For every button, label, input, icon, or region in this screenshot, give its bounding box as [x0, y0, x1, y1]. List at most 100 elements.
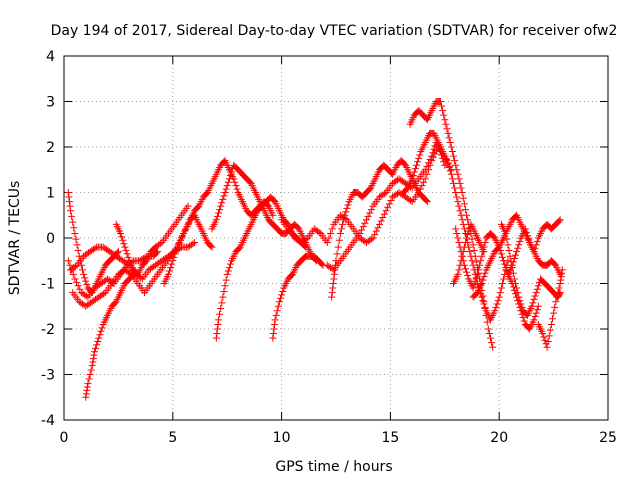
- data-point-marker: [455, 175, 463, 183]
- data-point-marker: [450, 179, 458, 187]
- series-t04: [82, 270, 138, 401]
- data-point-marker: [468, 257, 476, 265]
- data-point-marker: [343, 204, 351, 212]
- data-point-marker: [502, 229, 510, 237]
- data-point-marker: [532, 289, 540, 297]
- x-tick-label: 5: [168, 430, 177, 446]
- data-point-marker: [454, 270, 462, 278]
- data-point-marker: [82, 277, 90, 285]
- data-point-marker: [336, 229, 344, 237]
- data-point-marker: [71, 262, 79, 270]
- x-tick-label: 15: [381, 430, 399, 446]
- data-point-marker: [277, 294, 285, 302]
- data-point-marker: [358, 226, 366, 234]
- data-point-marker: [170, 253, 178, 261]
- data-point-marker: [519, 314, 527, 322]
- data-point-marker: [329, 280, 337, 287]
- data-point-marker: [120, 240, 128, 248]
- data-point-marker: [439, 107, 447, 115]
- data-point-marker: [473, 270, 481, 278]
- data-point-marker: [458, 252, 466, 260]
- data-point-marker: [362, 216, 370, 224]
- data-point-marker: [493, 300, 501, 308]
- data-point-marker: [423, 162, 431, 170]
- data-point-marker: [124, 253, 132, 261]
- data-point-marker: [444, 160, 452, 168]
- data-point-marker: [222, 185, 230, 193]
- y-tick-label: -4: [41, 413, 55, 429]
- data-point-marker: [76, 285, 84, 293]
- data-point-marker: [94, 338, 102, 346]
- data-point-marker: [208, 243, 216, 251]
- data-point-marker: [475, 266, 483, 274]
- data-point-marker: [329, 284, 337, 292]
- data-point-marker: [543, 343, 551, 351]
- data-point-marker: [426, 156, 434, 164]
- data-point-marker: [325, 234, 333, 242]
- data-point-marker: [74, 282, 82, 290]
- data-point-marker: [498, 280, 506, 287]
- data-point-marker: [506, 252, 514, 260]
- series-t12: [328, 157, 431, 301]
- data-point-marker: [456, 207, 464, 215]
- data-point-marker: [212, 334, 220, 342]
- data-point-marker: [223, 182, 231, 190]
- data-point-marker: [216, 206, 224, 214]
- data-point-marker: [457, 257, 465, 265]
- data-point-marker: [557, 273, 565, 281]
- data-point-marker: [454, 234, 462, 242]
- data-point-marker: [74, 247, 82, 255]
- data-point-marker: [545, 332, 553, 340]
- data-point-marker: [443, 157, 451, 165]
- data-point-marker: [539, 330, 547, 338]
- data-point-marker: [73, 278, 81, 286]
- data-point-marker: [466, 248, 474, 256]
- data-point-marker: [478, 252, 486, 260]
- data-point-marker: [191, 239, 199, 247]
- data-point-marker: [233, 185, 241, 193]
- data-point-marker: [472, 274, 480, 282]
- data-point-marker: [221, 282, 229, 290]
- data-point-marker: [452, 189, 460, 196]
- data-point-marker: [224, 267, 232, 275]
- data-point-marker: [100, 290, 108, 298]
- data-point-marker: [377, 217, 385, 225]
- data-point-marker: [454, 170, 462, 178]
- data-point-marker: [451, 157, 459, 165]
- data-point-marker: [218, 299, 226, 307]
- data-point-marker: [382, 207, 390, 215]
- data-point-marker: [185, 219, 193, 227]
- data-point-marker: [213, 325, 221, 333]
- data-point-marker: [67, 207, 75, 215]
- data-point-marker: [453, 193, 461, 201]
- data-point-marker: [460, 243, 468, 251]
- data-point-marker: [219, 195, 227, 203]
- data-point-marker: [83, 383, 91, 391]
- data-point-marker: [84, 380, 92, 388]
- data-point-marker: [468, 235, 476, 243]
- data-point-marker: [494, 297, 502, 305]
- data-point-marker: [126, 269, 134, 277]
- y-tick-label: 2: [46, 140, 55, 156]
- data-point-marker: [207, 242, 215, 250]
- data-point-marker: [556, 280, 564, 287]
- data-point-marker: [167, 264, 175, 272]
- data-point-marker: [64, 189, 72, 196]
- data-point-marker: [492, 303, 500, 311]
- data-point-marker: [441, 116, 449, 124]
- data-point-marker: [452, 225, 460, 233]
- data-point-marker: [485, 330, 493, 338]
- data-point-marker: [341, 211, 349, 219]
- data-point-marker: [516, 297, 524, 305]
- data-point-marker: [72, 235, 80, 243]
- data-point-marker: [457, 211, 465, 219]
- data-point-marker: [530, 248, 538, 256]
- data-point-marker: [344, 201, 352, 209]
- data-point-marker: [82, 292, 90, 300]
- series-t06: [112, 202, 192, 278]
- data-point-marker: [85, 375, 93, 383]
- y-tick-label: 0: [46, 231, 55, 247]
- data-point-marker: [477, 257, 485, 265]
- data-point-marker: [480, 300, 488, 308]
- x-tick-label: 10: [273, 430, 291, 446]
